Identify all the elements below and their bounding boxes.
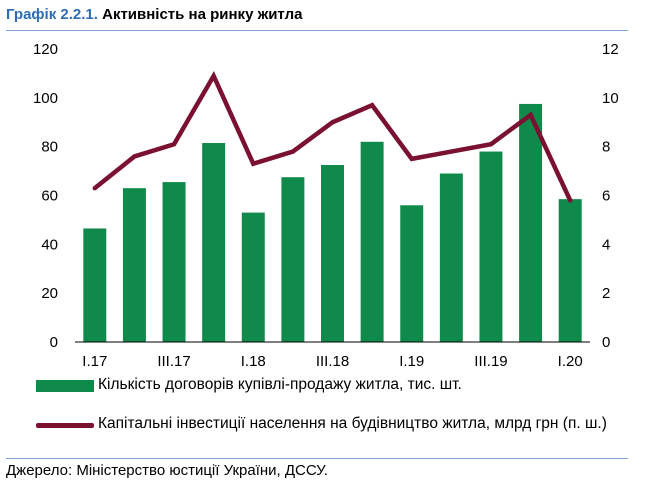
bar <box>162 182 186 342</box>
line-series <box>92 70 573 203</box>
bar <box>479 151 503 342</box>
x-tick-label: I.20 <box>558 353 583 370</box>
x-tick-label: III.17 <box>157 353 190 370</box>
chart-number: Графік 2.2.1. <box>6 6 98 23</box>
x-tick-label: I.17 <box>82 353 107 370</box>
legend-bar-swatch <box>36 380 94 392</box>
right-tick-label: 4 <box>602 236 610 253</box>
left-tick-label: 60 <box>41 188 58 205</box>
legend-label-investments: Капітальні інвестиції населення на будів… <box>98 415 607 432</box>
x-tick-label: I.19 <box>399 353 424 370</box>
chart-title: Графік 2.2.1. Активність на ринку житла <box>6 6 302 23</box>
left-tick-label: 20 <box>41 285 58 302</box>
bar <box>83 228 107 342</box>
legend-line-swatch <box>36 423 94 428</box>
left-tick-label: 40 <box>41 236 58 253</box>
left-tick-label: 100 <box>33 90 58 107</box>
bar-series <box>83 103 582 342</box>
right-tick-label: 8 <box>602 139 610 156</box>
x-tick-label: I.18 <box>241 353 266 370</box>
x-tick-label: III.19 <box>474 353 507 370</box>
bar <box>321 164 344 342</box>
bar <box>519 103 543 342</box>
chart-area: 0 20 40 60 80 100 120 0 2 4 6 8 10 12 I.17 III.17 I.18… <box>33 41 619 370</box>
bar <box>122 188 146 342</box>
right-tick-label: 0 <box>602 334 610 351</box>
right-tick-label: 10 <box>602 90 619 107</box>
source-note: Джерело: Міністерство юстиції України, Д… <box>6 462 328 479</box>
left-tick-label: 80 <box>41 139 58 156</box>
x-tick-label: III.18 <box>316 353 349 370</box>
bar <box>202 143 226 342</box>
bar <box>241 212 265 342</box>
chart-title-text: Активність на ринку житла <box>102 6 303 23</box>
bar <box>360 141 384 342</box>
right-axis: 0 2 4 6 8 10 12 <box>602 41 619 351</box>
right-tick-label: 12 <box>602 41 619 58</box>
bar <box>281 177 305 342</box>
bar <box>439 173 463 342</box>
right-tick-label: 6 <box>602 188 610 205</box>
bar <box>400 205 424 342</box>
investment-line <box>92 70 573 203</box>
left-axis: 0 20 40 60 80 100 120 <box>33 41 58 351</box>
x-axis: I.17 III.17 I.18 III.18 I.19 III.19 I.20 <box>82 353 582 370</box>
legend-item-transactions: Кількість договорів купівлі-продажу житл… <box>36 374 626 398</box>
right-tick-label: 2 <box>602 285 610 302</box>
legend-label-transactions: Кількість договорів купівлі-продажу житл… <box>98 376 462 393</box>
legend-item-investments: Капітальні інвестиції населення на будів… <box>36 413 626 457</box>
source-divider <box>6 458 628 459</box>
left-tick-label: 0 <box>50 334 58 351</box>
title-divider <box>6 30 628 31</box>
left-tick-label: 120 <box>33 41 58 58</box>
bar <box>558 199 582 342</box>
